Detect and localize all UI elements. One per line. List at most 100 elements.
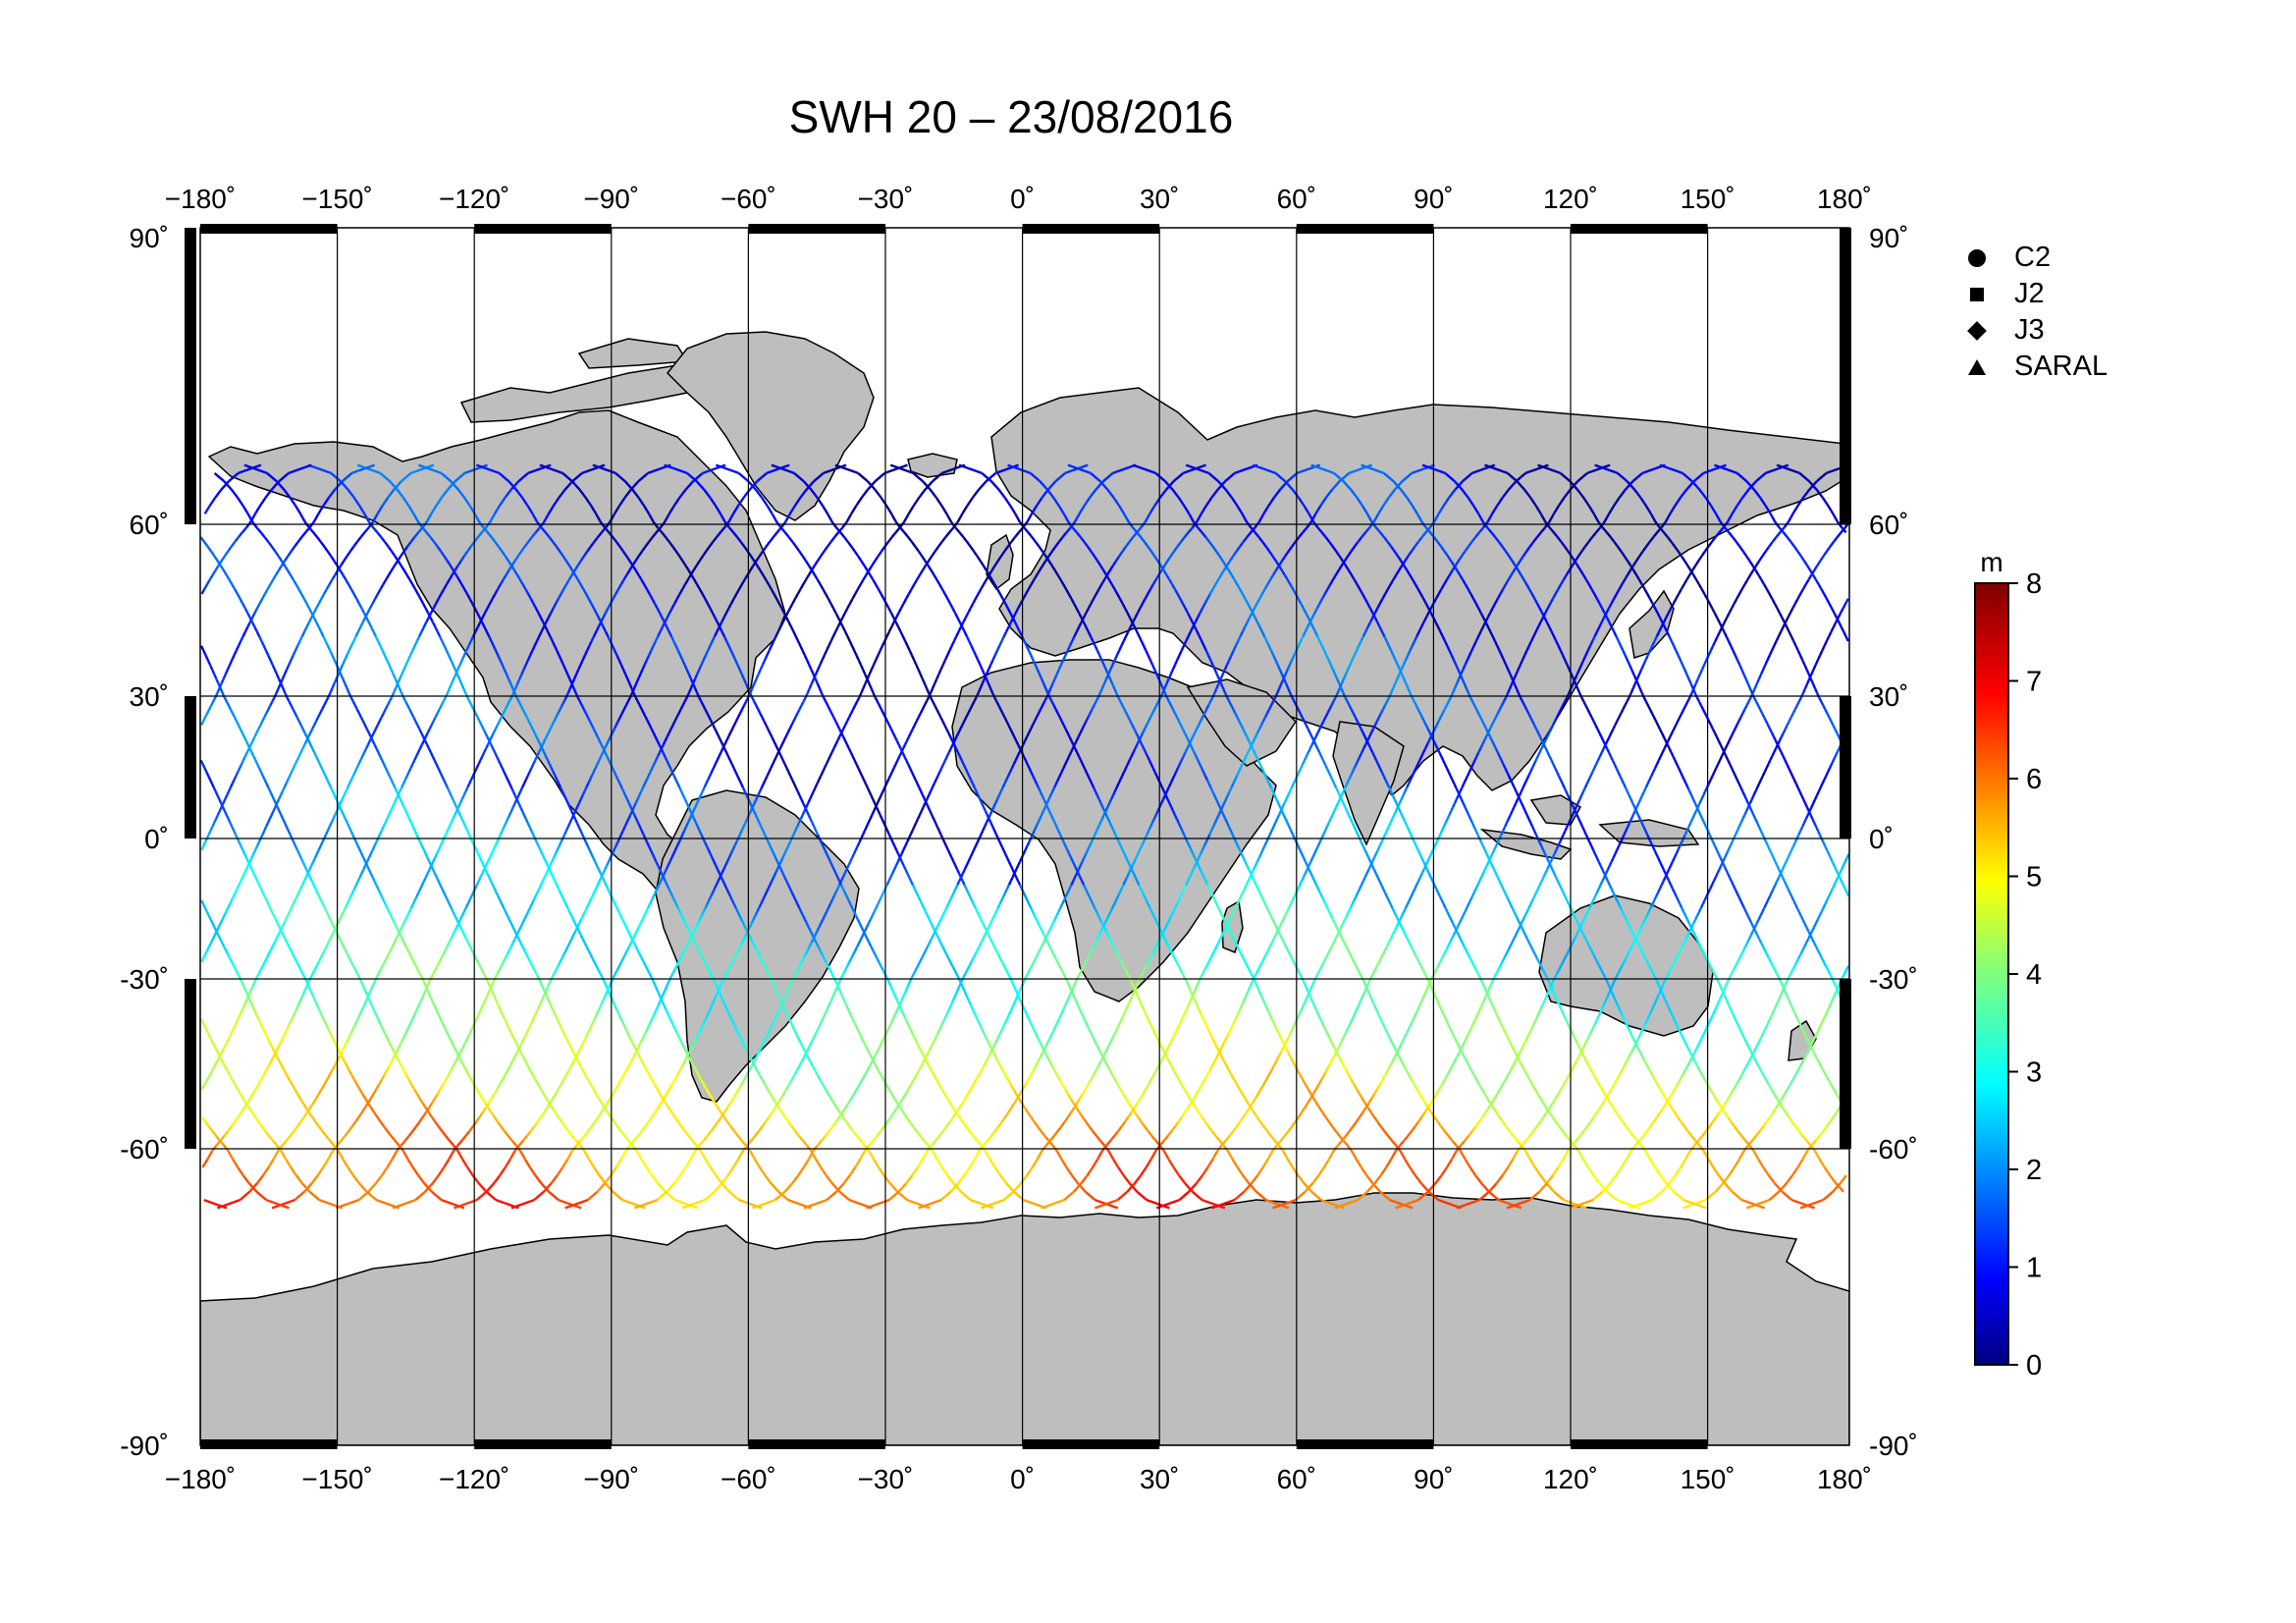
track-segment: [744, 818, 749, 824]
track-segment: [561, 790, 565, 796]
track-segment: [441, 888, 446, 893]
track-segment: [525, 911, 530, 917]
track-segment: [522, 814, 527, 820]
track-segment: [839, 884, 844, 890]
track-segment: [506, 1023, 510, 1030]
track-segment: [759, 786, 764, 792]
track-segment: [659, 521, 667, 529]
track-segment: [369, 872, 374, 878]
track-segment: [223, 911, 228, 917]
track-segment: [666, 731, 670, 737]
track-segment: [391, 802, 396, 808]
track-segment: [950, 892, 955, 897]
track-segment: [624, 794, 629, 800]
track-segment: [537, 1084, 543, 1091]
track-segment: [380, 1166, 389, 1176]
track-segment: [997, 790, 1002, 796]
track-segment: [233, 716, 238, 722]
track-segment: [586, 845, 591, 851]
track-segment: [230, 488, 240, 499]
track-segment: [595, 965, 600, 971]
track-segment: [642, 961, 647, 967]
track-segment: [228, 1032, 233, 1039]
track-segment: [307, 977, 312, 983]
track-segment: [290, 903, 294, 909]
track-segment: [240, 876, 244, 882]
track-segment: [391, 1150, 399, 1161]
track-segment: [370, 1107, 376, 1113]
track-segment: [388, 911, 393, 917]
track-segment: [362, 1000, 368, 1006]
track-segment: [597, 868, 602, 874]
track-segment: [546, 759, 551, 765]
track-segment: [484, 868, 489, 874]
track-segment: [1789, 969, 1794, 975]
track-segment: [381, 650, 387, 656]
track-segment: [446, 560, 452, 567]
track-segment: [506, 949, 510, 955]
track-segment: [288, 659, 293, 666]
track-segment: [462, 790, 467, 796]
track-segment: [1768, 593, 1774, 600]
track-segment: [371, 513, 379, 523]
track-segment: [1771, 1009, 1776, 1015]
track-segment: [604, 751, 609, 757]
track-segment: [456, 560, 462, 567]
track-segment: [535, 841, 540, 847]
track-segment: [1778, 612, 1784, 619]
track-segment: [1684, 1150, 1691, 1161]
track-segment: [1033, 826, 1038, 832]
arabian-peninsula: [1186, 678, 1297, 767]
track-segment: [636, 822, 641, 828]
track-segment: [847, 861, 852, 867]
track-segment: [545, 986, 550, 993]
track-segment: [1079, 861, 1084, 867]
track-segment: [674, 903, 679, 909]
track-segment: [416, 593, 422, 600]
track-segment: [319, 899, 325, 905]
track-segment: [924, 911, 929, 917]
track-segment: [758, 550, 765, 558]
track-segment: [326, 645, 332, 652]
track-segment: [265, 1065, 270, 1071]
track-segment: [622, 790, 627, 796]
track-segment: [339, 798, 344, 804]
track-segment: [483, 865, 488, 870]
track-segment: [875, 806, 880, 812]
track-segment: [559, 704, 563, 710]
track-segment: [458, 659, 463, 666]
track-segment: [560, 659, 565, 666]
track-segment: [698, 664, 703, 671]
track-segment: [613, 1121, 619, 1128]
track-segment: [761, 895, 766, 901]
track-segment: [545, 995, 551, 1001]
track-segment: [912, 775, 917, 781]
track-segment: [486, 531, 493, 538]
track-segment: [420, 626, 425, 632]
track-segment: [369, 1093, 375, 1100]
track-segment: [1745, 480, 1755, 491]
track-segment: [547, 612, 553, 619]
track-segment: [398, 1042, 402, 1049]
track-segment: [518, 674, 523, 679]
track-segment: [585, 946, 590, 951]
track-segment: [583, 838, 588, 843]
track-segment: [510, 1139, 517, 1147]
track-segment: [204, 949, 209, 955]
track-segment: [1674, 1166, 1682, 1176]
track-segment: [731, 505, 740, 515]
track-segment: [1123, 767, 1128, 773]
track-segment: [635, 818, 640, 824]
track-segment: [616, 583, 622, 590]
track-segment: [564, 798, 569, 804]
track-segment: [316, 536, 322, 543]
track-segment: [644, 838, 649, 843]
track-segment: [345, 786, 349, 792]
track-segment: [460, 794, 465, 800]
track-segment: [749, 1150, 756, 1161]
track-segment: [337, 934, 342, 940]
track-segment: [913, 822, 918, 828]
track-segment: [967, 892, 972, 897]
track-segment: [203, 838, 208, 843]
track-segment: [288, 700, 293, 706]
